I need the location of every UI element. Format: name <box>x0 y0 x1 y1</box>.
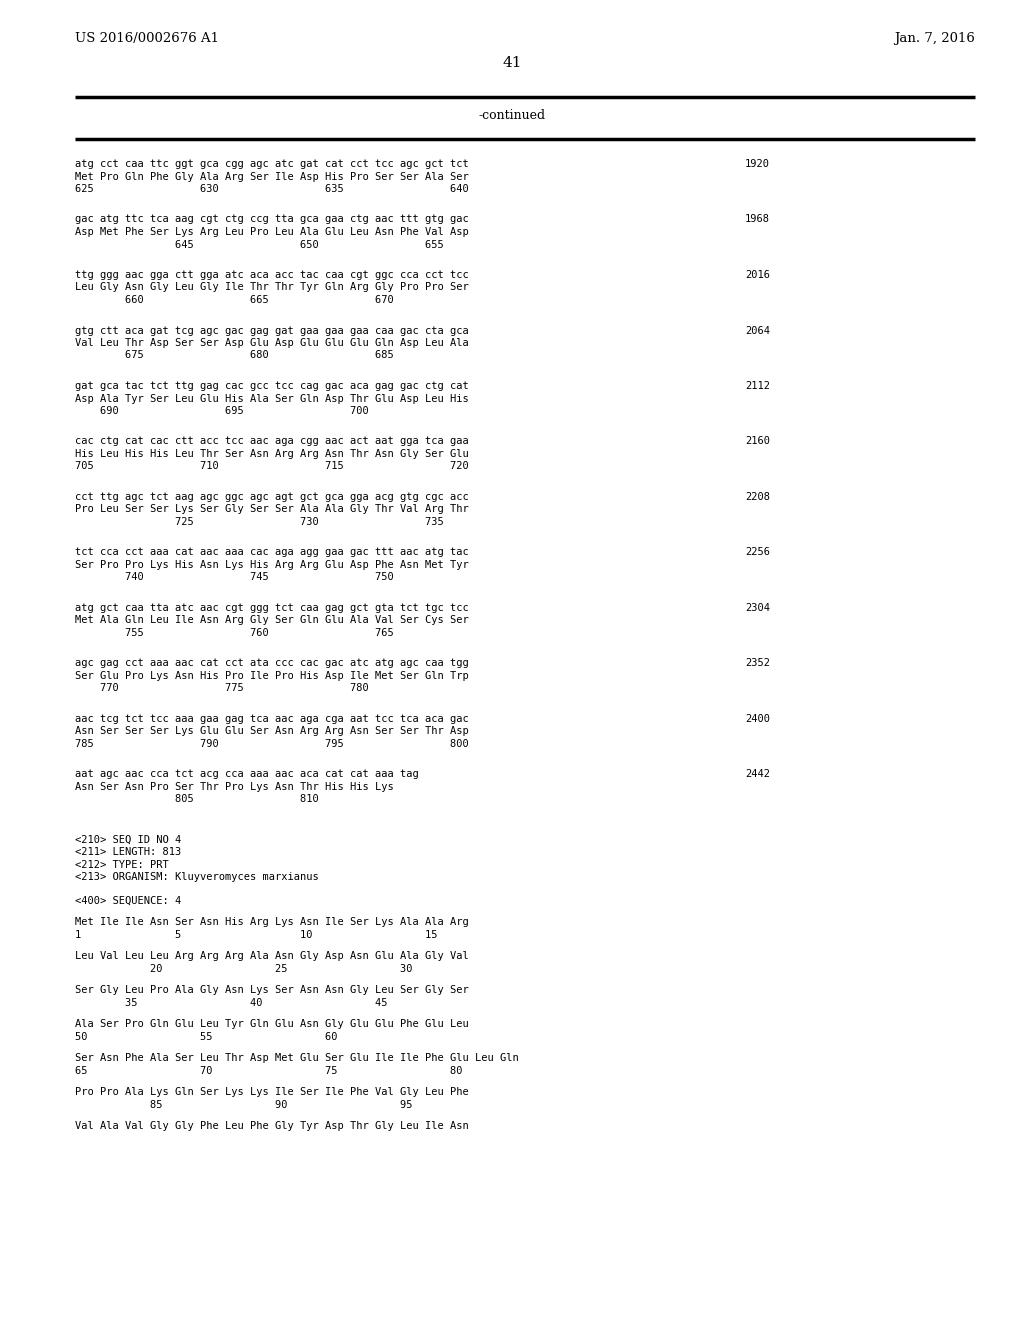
Text: Ser Asn Phe Ala Ser Leu Thr Asp Met Glu Ser Glu Ile Ile Phe Glu Leu Gln: Ser Asn Phe Ala Ser Leu Thr Asp Met Glu … <box>75 1053 519 1064</box>
Text: 785                 790                 795                 800: 785 790 795 800 <box>75 739 469 748</box>
Text: 1920: 1920 <box>745 158 770 169</box>
Text: Ser Glu Pro Lys Asn His Pro Ile Pro His Asp Ile Met Ser Gln Trp: Ser Glu Pro Lys Asn His Pro Ile Pro His … <box>75 671 469 681</box>
Text: cct ttg agc tct aag agc ggc agc agt gct gca gga acg gtg cgc acc: cct ttg agc tct aag agc ggc agc agt gct … <box>75 492 469 502</box>
Text: Ser Gly Leu Pro Ala Gly Asn Lys Ser Asn Asn Gly Leu Ser Gly Ser: Ser Gly Leu Pro Ala Gly Asn Lys Ser Asn … <box>75 985 469 995</box>
Text: 2112: 2112 <box>745 381 770 391</box>
Text: 50                  55                  60: 50 55 60 <box>75 1032 338 1041</box>
Text: 705                 710                 715                 720: 705 710 715 720 <box>75 462 469 471</box>
Text: 690                 695                 700: 690 695 700 <box>75 407 369 416</box>
Text: US 2016/0002676 A1: US 2016/0002676 A1 <box>75 32 219 45</box>
Text: Asn Ser Asn Pro Ser Thr Pro Lys Asn Thr His His Lys: Asn Ser Asn Pro Ser Thr Pro Lys Asn Thr … <box>75 781 394 792</box>
Text: <213> ORGANISM: Kluyveromyces marxianus: <213> ORGANISM: Kluyveromyces marxianus <box>75 873 318 883</box>
Text: 2208: 2208 <box>745 492 770 502</box>
Text: 645                 650                 655: 645 650 655 <box>75 239 443 249</box>
Text: 675                 680                 685: 675 680 685 <box>75 351 394 360</box>
Text: tct cca cct aaa cat aac aaa cac aga agg gaa gac ttt aac atg tac: tct cca cct aaa cat aac aaa cac aga agg … <box>75 548 469 557</box>
Text: 770                 775                 780: 770 775 780 <box>75 684 369 693</box>
Text: <212> TYPE: PRT: <212> TYPE: PRT <box>75 861 169 870</box>
Text: 2064: 2064 <box>745 326 770 335</box>
Text: His Leu His His Leu Thr Ser Asn Arg Arg Asn Thr Asn Gly Ser Glu: His Leu His His Leu Thr Ser Asn Arg Arg … <box>75 449 469 459</box>
Text: 41: 41 <box>502 55 522 70</box>
Text: aac tcg tct tcc aaa gaa gag tca aac aga cga aat tcc tca aca gac: aac tcg tct tcc aaa gaa gag tca aac aga … <box>75 714 469 723</box>
Text: gac atg ttc tca aag cgt ctg ccg tta gca gaa ctg aac ttt gtg gac: gac atg ttc tca aag cgt ctg ccg tta gca … <box>75 214 469 224</box>
Text: 805                 810: 805 810 <box>75 795 318 804</box>
Text: Met Pro Gln Phe Gly Ala Arg Ser Ile Asp His Pro Ser Ser Ala Ser: Met Pro Gln Phe Gly Ala Arg Ser Ile Asp … <box>75 172 469 181</box>
Text: 2256: 2256 <box>745 548 770 557</box>
Text: Val Ala Val Gly Gly Phe Leu Phe Gly Tyr Asp Thr Gly Leu Ile Asn: Val Ala Val Gly Gly Phe Leu Phe Gly Tyr … <box>75 1121 469 1131</box>
Text: Met Ile Ile Asn Ser Asn His Arg Lys Asn Ile Ser Lys Ala Ala Arg: Met Ile Ile Asn Ser Asn His Arg Lys Asn … <box>75 917 469 927</box>
Text: Jan. 7, 2016: Jan. 7, 2016 <box>894 32 975 45</box>
Text: 1968: 1968 <box>745 214 770 224</box>
Text: cac ctg cat cac ctt acc tcc aac aga cgg aac act aat gga tca gaa: cac ctg cat cac ctt acc tcc aac aga cgg … <box>75 437 469 446</box>
Text: Leu Gly Asn Gly Leu Gly Ile Thr Thr Tyr Gln Arg Gly Pro Pro Ser: Leu Gly Asn Gly Leu Gly Ile Thr Thr Tyr … <box>75 282 469 293</box>
Text: 1               5                   10                  15: 1 5 10 15 <box>75 929 437 940</box>
Text: Asp Met Phe Ser Lys Arg Leu Pro Leu Ala Glu Leu Asn Phe Val Asp: Asp Met Phe Ser Lys Arg Leu Pro Leu Ala … <box>75 227 469 238</box>
Text: Val Leu Thr Asp Ser Ser Asp Glu Asp Glu Glu Glu Gln Asp Leu Ala: Val Leu Thr Asp Ser Ser Asp Glu Asp Glu … <box>75 338 469 348</box>
Text: atg cct caa ttc ggt gca cgg agc atc gat cat cct tcc agc gct tct: atg cct caa ttc ggt gca cgg agc atc gat … <box>75 158 469 169</box>
Text: Asp Ala Tyr Ser Leu Glu His Ala Ser Gln Asp Thr Glu Asp Leu His: Asp Ala Tyr Ser Leu Glu His Ala Ser Gln … <box>75 393 469 404</box>
Text: -continued: -continued <box>478 110 546 121</box>
Text: 725                 730                 735: 725 730 735 <box>75 517 443 527</box>
Text: gtg ctt aca gat tcg agc gac gag gat gaa gaa gaa caa gac cta gca: gtg ctt aca gat tcg agc gac gag gat gaa … <box>75 326 469 335</box>
Text: agc gag cct aaa aac cat cct ata ccc cac gac atc atg agc caa tgg: agc gag cct aaa aac cat cct ata ccc cac … <box>75 659 469 668</box>
Text: gat gca tac tct ttg gag cac gcc tcc cag gac aca gag gac ctg cat: gat gca tac tct ttg gag cac gcc tcc cag … <box>75 381 469 391</box>
Text: 85                  90                  95: 85 90 95 <box>75 1100 413 1110</box>
Text: 740                 745                 750: 740 745 750 <box>75 573 394 582</box>
Text: Leu Val Leu Leu Arg Arg Arg Ala Asn Gly Asp Asn Glu Ala Gly Val: Leu Val Leu Leu Arg Arg Arg Ala Asn Gly … <box>75 952 469 961</box>
Text: 660                 665                 670: 660 665 670 <box>75 294 394 305</box>
Text: Pro Pro Ala Lys Gln Ser Lys Lys Ile Ser Ile Phe Val Gly Leu Phe: Pro Pro Ala Lys Gln Ser Lys Lys Ile Ser … <box>75 1088 469 1097</box>
Text: 625                 630                 635                 640: 625 630 635 640 <box>75 183 469 194</box>
Text: atg gct caa tta atc aac cgt ggg tct caa gag gct gta tct tgc tcc: atg gct caa tta atc aac cgt ggg tct caa … <box>75 603 469 612</box>
Text: <400> SEQUENCE: 4: <400> SEQUENCE: 4 <box>75 896 181 906</box>
Text: 755                 760                 765: 755 760 765 <box>75 628 394 638</box>
Text: Asn Ser Ser Ser Lys Glu Glu Ser Asn Arg Arg Asn Ser Ser Thr Asp: Asn Ser Ser Ser Lys Glu Glu Ser Asn Arg … <box>75 726 469 737</box>
Text: aat agc aac cca tct acg cca aaa aac aca cat cat aaa tag: aat agc aac cca tct acg cca aaa aac aca … <box>75 770 419 780</box>
Text: Met Ala Gln Leu Ile Asn Arg Gly Ser Gln Glu Ala Val Ser Cys Ser: Met Ala Gln Leu Ile Asn Arg Gly Ser Gln … <box>75 615 469 626</box>
Text: Pro Leu Ser Ser Lys Ser Gly Ser Ser Ala Ala Gly Thr Val Arg Thr: Pro Leu Ser Ser Lys Ser Gly Ser Ser Ala … <box>75 504 469 515</box>
Text: 2016: 2016 <box>745 271 770 280</box>
Text: 65                  70                  75                  80: 65 70 75 80 <box>75 1065 463 1076</box>
Text: Ala Ser Pro Gln Glu Leu Tyr Gln Glu Asn Gly Glu Glu Phe Glu Leu: Ala Ser Pro Gln Glu Leu Tyr Gln Glu Asn … <box>75 1019 469 1030</box>
Text: 2400: 2400 <box>745 714 770 723</box>
Text: 2442: 2442 <box>745 770 770 780</box>
Text: 35                  40                  45: 35 40 45 <box>75 998 387 1007</box>
Text: ttg ggg aac gga ctt gga atc aca acc tac caa cgt ggc cca cct tcc: ttg ggg aac gga ctt gga atc aca acc tac … <box>75 271 469 280</box>
Text: 20                  25                  30: 20 25 30 <box>75 964 413 974</box>
Text: 2352: 2352 <box>745 659 770 668</box>
Text: Ser Pro Pro Lys His Asn Lys His Arg Arg Glu Asp Phe Asn Met Tyr: Ser Pro Pro Lys His Asn Lys His Arg Arg … <box>75 560 469 570</box>
Text: 2304: 2304 <box>745 603 770 612</box>
Text: <211> LENGTH: 813: <211> LENGTH: 813 <box>75 847 181 858</box>
Text: 2160: 2160 <box>745 437 770 446</box>
Text: <210> SEQ ID NO 4: <210> SEQ ID NO 4 <box>75 836 181 845</box>
